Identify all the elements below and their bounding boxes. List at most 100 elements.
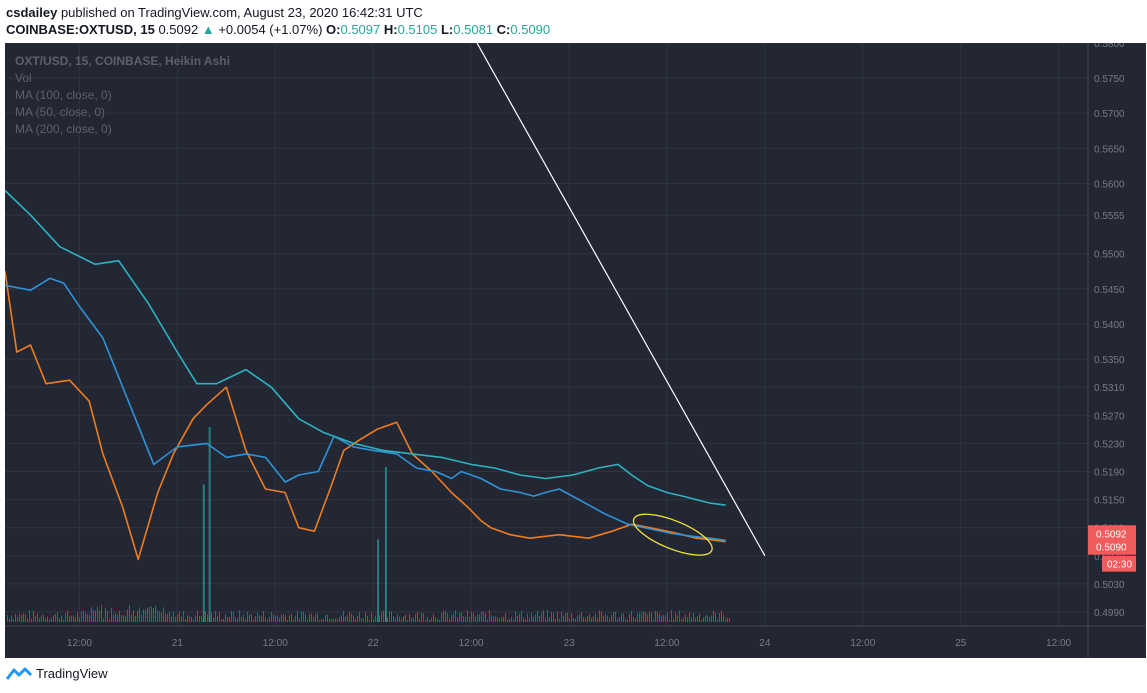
volume-bar	[219, 611, 220, 622]
volume-bar	[681, 619, 682, 622]
y-tick-label: 0.5400	[1094, 320, 1125, 331]
volume-bar	[715, 612, 716, 622]
volume-bar	[307, 619, 308, 622]
volume-bar	[475, 616, 476, 622]
volume-bar	[659, 613, 660, 622]
volume-bar	[489, 610, 490, 622]
legend-vol[interactable]: Vol	[15, 71, 32, 85]
volume-bar	[639, 612, 640, 622]
volume-bar	[619, 617, 620, 622]
volume-bar	[81, 611, 82, 622]
volume-bar	[621, 613, 622, 622]
volume-bar	[227, 617, 228, 622]
volume-bar	[405, 614, 406, 622]
volume-bar	[447, 612, 448, 622]
volume-bar	[563, 615, 564, 622]
volume-bar	[665, 615, 666, 622]
publish-line: csdailey published on TradingView.com, A…	[6, 5, 423, 20]
volume-bar	[391, 611, 392, 622]
volume-bar	[241, 616, 242, 622]
volume-bar	[525, 619, 526, 622]
legend-ma100[interactable]: MA (100, close, 0)	[15, 88, 112, 102]
volume-bar	[221, 619, 222, 622]
chart-area[interactable]: 0.5800 0.5750 0.5700 0.5650 0.5600 0.5555 0.55…	[5, 43, 1146, 658]
volume-bar	[269, 616, 270, 622]
x-tick-label: 12:00	[654, 638, 679, 649]
volume-bar	[131, 614, 132, 622]
volume-bar	[537, 610, 538, 622]
y-tick-label: 0.5190	[1094, 467, 1125, 478]
volume-bar	[419, 618, 420, 622]
author-name[interactable]: csdailey	[6, 5, 58, 20]
volume-bar	[301, 611, 302, 622]
volume-bar	[215, 611, 216, 622]
volume-bar	[581, 612, 582, 622]
volume-bar	[579, 614, 580, 622]
volume-bar	[45, 618, 46, 622]
volume-bar	[577, 615, 578, 622]
x-tick-label: 12:00	[1046, 638, 1071, 649]
tradingview-logo-icon[interactable]	[6, 667, 32, 681]
volume-bar	[427, 617, 428, 622]
volume-bar	[167, 613, 168, 622]
volume-bar	[255, 616, 256, 622]
volume-bar	[435, 617, 436, 622]
volume-bar	[553, 613, 554, 622]
volume-bar	[201, 616, 202, 622]
volume-bar	[463, 616, 464, 622]
volume-bar	[679, 610, 680, 622]
footer-brand[interactable]: TradingView	[36, 666, 108, 681]
volume-bar	[289, 615, 290, 622]
volume-bar	[575, 618, 576, 622]
volume-bar	[67, 610, 68, 622]
volume-bar	[643, 611, 644, 622]
volume-bar	[505, 613, 506, 622]
volume-bar	[359, 612, 360, 622]
volume-bar	[135, 615, 136, 622]
legend-ma50[interactable]: MA (50, close, 0)	[15, 105, 106, 119]
volume-bar	[409, 613, 410, 622]
volume-bar	[351, 613, 352, 622]
volume-bar	[637, 613, 638, 622]
volume-bar	[93, 610, 94, 622]
legend-ma200[interactable]: MA (200, close, 0)	[15, 122, 112, 136]
volume-bar	[195, 615, 196, 622]
volume-bar	[393, 616, 394, 622]
volume-bar	[709, 617, 710, 622]
highlight-ellipse	[632, 513, 713, 556]
volume-bar	[673, 618, 674, 622]
volume-bar	[323, 619, 324, 622]
y-tick-label: 0.5600	[1094, 179, 1125, 190]
volume-bar	[23, 613, 24, 622]
last-price: 0.5092	[158, 22, 199, 37]
volume-bar	[281, 614, 282, 622]
countdown-label: 02:30	[1107, 560, 1132, 571]
price-chart[interactable]: 0.5800 0.5750 0.5700 0.5650 0.5600 0.5555 0.55…	[5, 43, 1146, 658]
volume-bar	[19, 613, 20, 622]
volume-bar	[31, 618, 32, 622]
volume-bar	[533, 616, 534, 622]
volume-bar	[51, 617, 52, 622]
volume-bar	[79, 617, 80, 622]
symbol-label: COINBASE:OXTUSD, 15	[6, 22, 155, 37]
volume-bar	[687, 617, 688, 622]
volume-bar	[99, 610, 100, 622]
volume-bar	[551, 612, 552, 622]
volume-bar	[697, 616, 698, 622]
volume-bar	[521, 610, 522, 622]
legend-title: OXT/USD, 15, COINBASE, Heikin Ashi	[15, 54, 230, 68]
volume-bar	[413, 617, 414, 622]
ma-200-line	[5, 189, 726, 506]
volume-bar	[243, 614, 244, 622]
volume-bar	[545, 619, 546, 622]
volume-bar	[197, 610, 198, 622]
low-value: 0.5081	[453, 22, 494, 37]
volume-bar	[261, 615, 262, 622]
volume-bar	[461, 612, 462, 622]
volume-bar	[611, 614, 612, 622]
volume-bar	[273, 614, 274, 622]
volume-bar	[83, 610, 84, 622]
volume-bar	[277, 615, 278, 622]
volume-bar	[573, 617, 574, 622]
volume-bar	[287, 619, 288, 622]
